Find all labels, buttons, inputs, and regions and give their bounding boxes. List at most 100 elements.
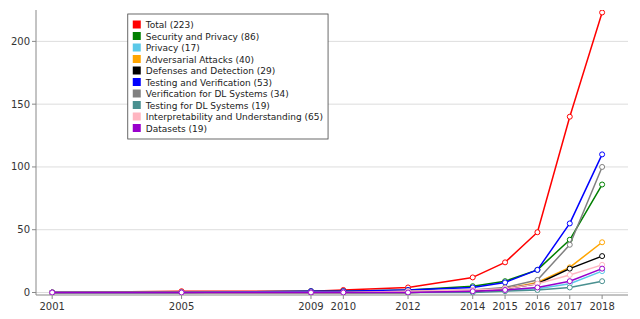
point (308, 290, 313, 295)
legend-label: Privacy (17) (146, 43, 200, 53)
x-tick (602, 295, 603, 299)
point (600, 152, 605, 157)
line (52, 242, 602, 292)
point (567, 266, 572, 271)
legend-swatch (133, 21, 141, 29)
legend-swatch (133, 78, 141, 86)
x-tick-label: 2018 (589, 301, 614, 312)
line (52, 265, 602, 293)
point (567, 272, 572, 277)
point (179, 290, 184, 295)
point (179, 290, 184, 295)
point (600, 240, 605, 245)
point (567, 242, 572, 247)
y-tick (32, 166, 36, 167)
series (50, 266, 605, 295)
legend-swatch (133, 44, 141, 52)
legend-label: Verification for DL Systems (34) (146, 89, 289, 99)
y-tick (32, 41, 36, 42)
point (535, 267, 540, 272)
point (341, 290, 346, 295)
line (52, 269, 602, 293)
x-tick (472, 295, 473, 299)
y-tick-label: 200 (11, 36, 30, 47)
point (179, 290, 184, 295)
point (50, 290, 55, 295)
series (50, 164, 605, 295)
point (50, 290, 55, 295)
legend-label: Security and Privacy (86) (146, 32, 260, 42)
point (406, 290, 411, 295)
x-tick-label: 2015 (492, 301, 517, 312)
point (600, 164, 605, 169)
axes: 0501001502002001200520092010201220142015… (11, 10, 628, 312)
point (179, 290, 184, 295)
line (52, 154, 602, 292)
point (50, 290, 55, 295)
series (50, 262, 605, 295)
y-tick (32, 104, 36, 105)
point (341, 290, 346, 295)
point (341, 290, 346, 295)
point (503, 287, 508, 292)
x-tick (569, 295, 570, 299)
legend: Total (223)Security and Privacy (86)Priv… (128, 14, 328, 139)
point (600, 279, 605, 284)
point (406, 290, 411, 295)
x-tick (52, 295, 53, 299)
legend-swatch (133, 55, 141, 63)
legend-box (128, 14, 328, 139)
point (179, 290, 184, 295)
x-tick-label: 2016 (525, 301, 550, 312)
point (50, 290, 55, 295)
y-tick-label: 100 (11, 161, 30, 172)
legend-swatch (133, 113, 141, 121)
point (600, 182, 605, 187)
x-tick (310, 295, 311, 299)
x-tick (408, 295, 409, 299)
series (50, 10, 605, 295)
series (50, 152, 605, 295)
point (567, 285, 572, 290)
point (308, 290, 313, 295)
point (308, 290, 313, 295)
point (406, 290, 411, 295)
point (341, 290, 346, 295)
point (535, 285, 540, 290)
chart: 0501001502002001200520092010201220142015… (0, 0, 640, 319)
point (567, 279, 572, 284)
line (52, 167, 602, 293)
point (503, 280, 508, 285)
series (50, 254, 605, 295)
point (341, 290, 346, 295)
point (600, 10, 605, 15)
point (308, 290, 313, 295)
line (52, 13, 602, 293)
legend-swatch (133, 67, 141, 75)
legend-label: Adversarial Attacks (40) (146, 55, 254, 65)
point (179, 290, 184, 295)
point (308, 290, 313, 295)
point (50, 290, 55, 295)
x-tick-label: 2001 (39, 301, 64, 312)
point (600, 266, 605, 271)
point (535, 267, 540, 272)
point (406, 290, 411, 295)
point (50, 290, 55, 295)
point (341, 290, 346, 295)
point (50, 290, 55, 295)
point (470, 289, 475, 294)
y-tick-label: 0 (24, 287, 30, 298)
point (50, 290, 55, 295)
legend-label: Testing and Verification (53) (145, 78, 272, 88)
x-tick-label: 2009 (298, 301, 323, 312)
point (470, 289, 475, 294)
y-axis-line (36, 10, 37, 295)
point (179, 290, 184, 295)
x-tick (181, 295, 182, 299)
point (567, 221, 572, 226)
point (50, 290, 55, 295)
point (470, 275, 475, 280)
point (179, 290, 184, 295)
x-tick (505, 295, 506, 299)
